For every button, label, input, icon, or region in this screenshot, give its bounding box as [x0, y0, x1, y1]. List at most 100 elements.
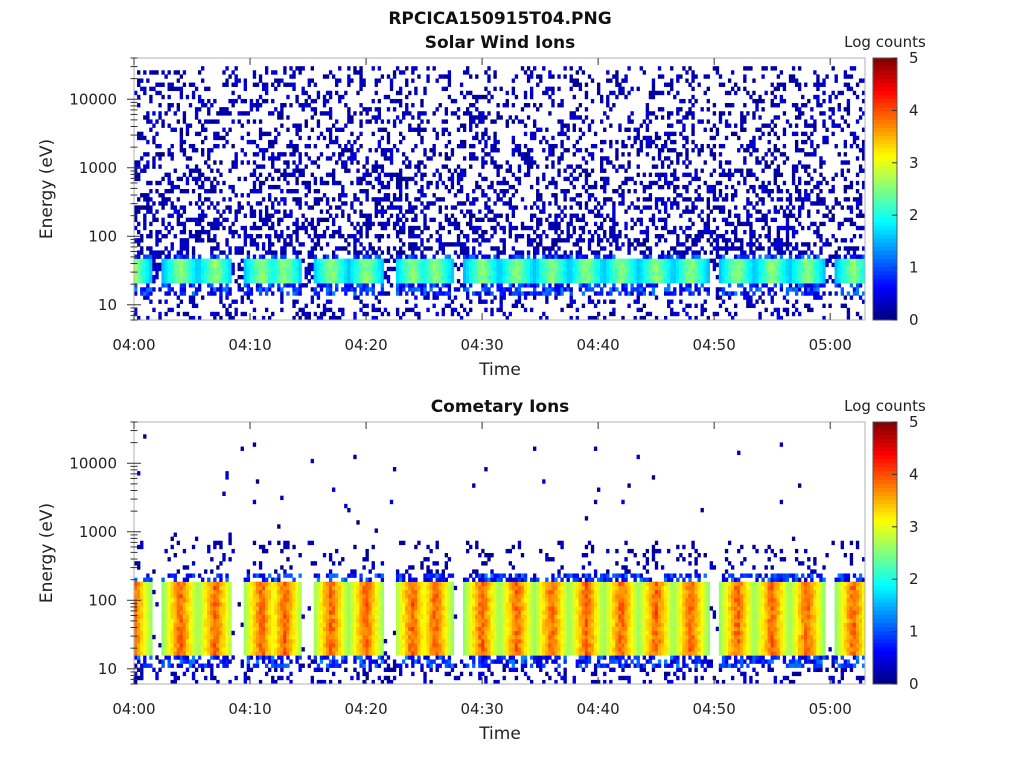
- heatmap-cell: [426, 74, 430, 79]
- heatmap-cell: [645, 274, 650, 280]
- heatmap-cell: [295, 225, 299, 231]
- heatmap-cell: [411, 70, 415, 75]
- heatmap-cell: [426, 205, 430, 210]
- heatmap-cell: [697, 274, 701, 280]
- heatmap-cell: [143, 221, 147, 227]
- heatmap-cell: [648, 184, 653, 190]
- heatmap-cell: [682, 135, 686, 141]
- heatmap-cell: [408, 209, 412, 214]
- heatmap-cell: [694, 176, 698, 182]
- heatmap-cell: [149, 189, 153, 194]
- heatmap-cell: [557, 213, 561, 218]
- heatmap-cell: [676, 152, 680, 157]
- heatmap-cell: [596, 274, 601, 280]
- heatmap-cell: [536, 221, 540, 227]
- heatmap-cell: [246, 254, 251, 259]
- heatmap-cell: [475, 229, 479, 235]
- heatmap-cell: [286, 225, 290, 231]
- heatmap-cell: [587, 315, 592, 321]
- heatmap-cell: [688, 266, 692, 272]
- heatmap-cell: [688, 209, 692, 214]
- heatmap-cell: [685, 78, 689, 83]
- heatmap-cell: [414, 180, 418, 186]
- heatmap-cell: [423, 270, 427, 276]
- heatmap-cell: [724, 250, 729, 255]
- heatmap-cell: [469, 143, 473, 149]
- heatmap-cell: [587, 74, 592, 79]
- heatmap-cell: [533, 266, 537, 272]
- heatmap-cell: [475, 258, 479, 263]
- heatmap-cell: [676, 242, 680, 247]
- heatmap-cell: [365, 172, 369, 178]
- heatmap-cell: [353, 238, 357, 243]
- heatmap-cell: [432, 291, 436, 296]
- heatmap-cell: [545, 217, 549, 223]
- heatmap-cell: [520, 197, 525, 202]
- heatmap-cell: [569, 197, 573, 202]
- heatmap-cell: [749, 287, 753, 292]
- heatmap-cell: [630, 86, 634, 92]
- heatmap-cell: [752, 303, 756, 309]
- heatmap-cell: [325, 279, 330, 284]
- heatmap-cell: [691, 266, 695, 272]
- heatmap-cell: [398, 86, 403, 92]
- heatmap-cell: [478, 115, 482, 120]
- heatmap-cell: [542, 274, 546, 280]
- heatmap-cell: [472, 246, 476, 251]
- heatmap-cell: [149, 266, 153, 272]
- heatmap-cell: [197, 283, 202, 288]
- heatmap-cell: [377, 66, 382, 71]
- heatmap-cell: [706, 315, 710, 321]
- heatmap-cell: [648, 266, 653, 272]
- heatmap-cell: [167, 176, 171, 182]
- heatmap-cell: [368, 172, 372, 178]
- heatmap-cell: [310, 107, 315, 112]
- heatmap-cell: [213, 217, 217, 223]
- heatmap-cell: [697, 82, 701, 87]
- heatmap-cell: [283, 197, 287, 202]
- heatmap-cell: [749, 299, 753, 304]
- heatmap-cell: [767, 229, 771, 235]
- heatmap-cell: [216, 143, 220, 149]
- heatmap-cell: [456, 201, 461, 206]
- heatmap-cell: [438, 103, 442, 108]
- heatmap-cell: [718, 279, 723, 284]
- heatmap-cell: [737, 266, 741, 272]
- heatmap-cell: [493, 270, 497, 276]
- heatmap-cell: [356, 90, 360, 96]
- heatmap-cell: [307, 234, 311, 239]
- heatmap-cell: [347, 279, 351, 284]
- heatmap-cell: [179, 221, 184, 227]
- heatmap-cell: [158, 201, 162, 206]
- heatmap-cell: [167, 274, 171, 280]
- heatmap-cell: [207, 98, 211, 104]
- heatmap-cell: [134, 270, 138, 276]
- heatmap-cell: [359, 143, 363, 149]
- heatmap-cell: [182, 139, 187, 145]
- heatmap-cell: [176, 274, 180, 280]
- heatmap-cell: [508, 221, 512, 227]
- heatmap-cell: [201, 262, 205, 268]
- heatmap-cell: [298, 250, 302, 255]
- heatmap-cell: [487, 266, 491, 272]
- heatmap-cell: [743, 262, 747, 268]
- heatmap-cell: [545, 287, 549, 292]
- heatmap-cell: [551, 221, 555, 227]
- heatmap-cell: [618, 262, 622, 268]
- heatmap-cell: [676, 234, 680, 239]
- heatmap-cell: [578, 164, 583, 169]
- heatmap-cell: [499, 250, 503, 255]
- heatmap-cell: [182, 70, 187, 75]
- heatmap-cell: [405, 217, 409, 223]
- heatmap-cell: [490, 180, 494, 186]
- heatmap-cell: [596, 238, 601, 243]
- heatmap-cell: [319, 111, 324, 116]
- heatmap-cell: [667, 258, 671, 263]
- heatmap-cell: [639, 180, 643, 186]
- heatmap-cell: [563, 205, 567, 210]
- heatmap-cell: [551, 225, 555, 231]
- heatmap-cell: [682, 287, 686, 292]
- heatmap-cell: [179, 127, 184, 132]
- heatmap-cell: [475, 74, 479, 79]
- heatmap-cell: [575, 213, 579, 218]
